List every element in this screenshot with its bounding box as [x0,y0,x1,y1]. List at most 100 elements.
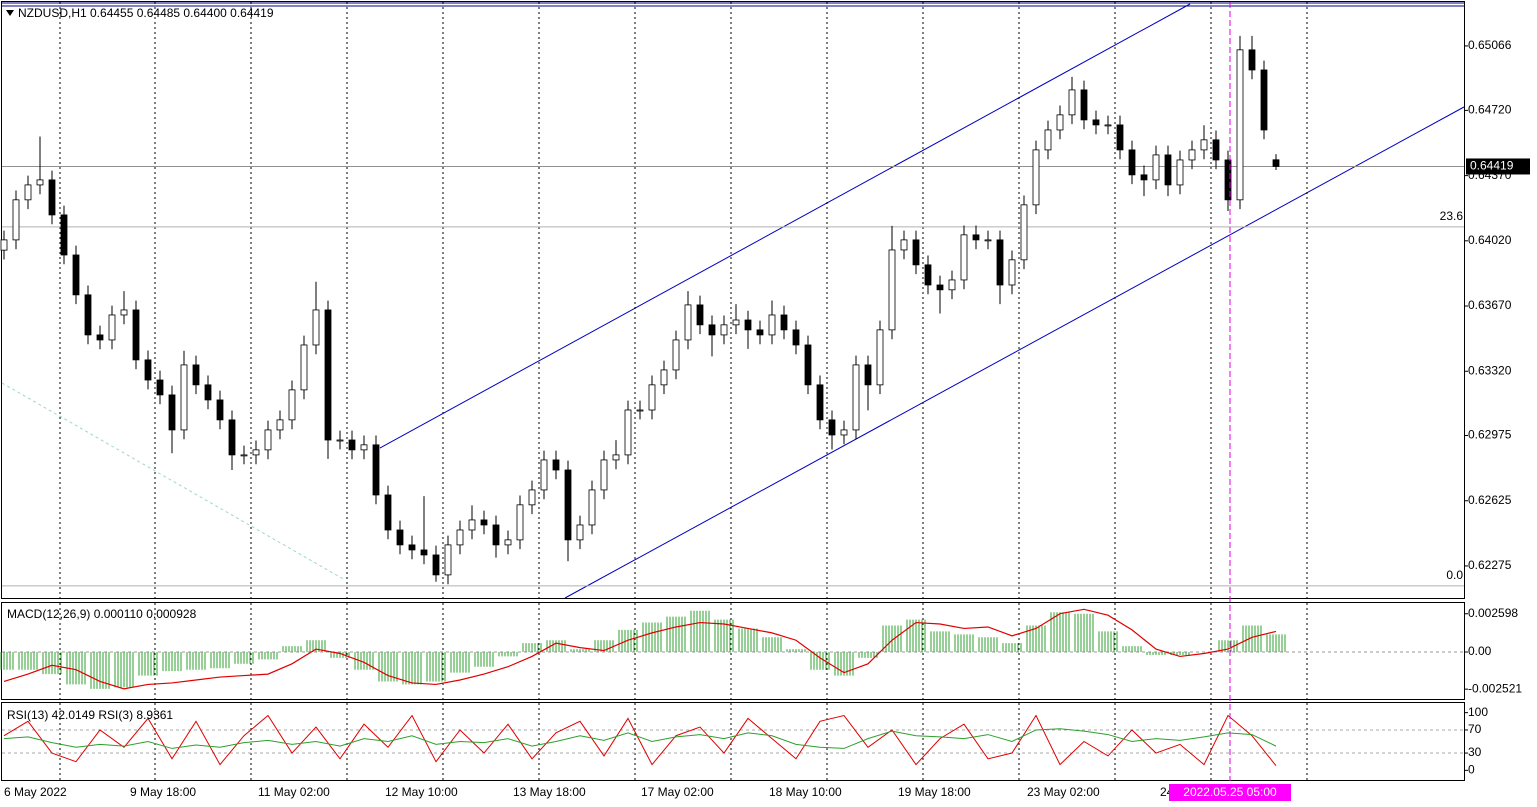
signal-line [3,608,1277,690]
candle-body [240,454,248,457]
candle-body [852,364,860,431]
candle-body [828,419,836,436]
candle-body [984,239,992,242]
y-tick-label: 0.63320 [1468,363,1512,377]
candle-body [816,384,824,421]
candle-body [504,539,512,546]
candle-body [912,239,920,266]
candle-body [672,339,680,371]
candle-body [936,284,944,291]
candle-body [756,329,764,336]
candle-body [1056,114,1064,131]
x-tick-label: 13 May 18:00 [513,785,586,799]
y-tick-label: 0.65066 [1468,38,1512,52]
candle-body [588,489,596,526]
y-tick-label: 0.00 [1468,644,1492,658]
candle-body [576,524,584,541]
x-tick-label: 11 May 02:00 [258,785,330,799]
candle-body [120,309,128,316]
candle-body [552,459,560,471]
candle-body [1008,259,1016,286]
candle-body [96,334,104,341]
candle-body [336,439,344,442]
candle-body [1236,49,1244,201]
candle-body [132,309,140,361]
rsi-line [3,714,1277,767]
candle-body [648,384,656,411]
y-tick-label: 100 [1468,705,1488,719]
candle-body [1104,124,1112,127]
candle-body [900,239,908,251]
x-tick-label: 6 May 2022 [4,785,67,799]
y-tick-label: 0 [1468,763,1475,777]
candle-body [228,419,236,456]
channel-upper [379,3,1191,449]
candle-body [84,294,92,336]
current-price-box [1466,158,1530,175]
candle-body [864,364,872,386]
candle-body [1020,204,1028,261]
candle-body [444,544,452,576]
x-tick-label: 12 May 10:00 [385,785,458,799]
candle-body [264,429,272,451]
candle-body [840,429,848,436]
candle-body [216,399,224,421]
candle-body [780,314,788,331]
candle-body [744,319,752,331]
candle-body [180,364,188,431]
candle-body [492,524,500,546]
candle-body [972,234,980,241]
y-tick-label: 0.63670 [1468,298,1512,312]
x-tick-label: 23 May 02:00 [1027,785,1100,799]
candle-body [612,454,620,461]
candle-body [1200,139,1208,151]
macd-pane [1,602,1465,700]
y-tick-label: 0.002598 [1468,606,1518,620]
y-tick-label: 0.62275 [1468,558,1512,572]
candle-body [1128,149,1136,176]
candle-body [1188,149,1196,161]
x-tick-label: 19 May 18:00 [898,785,971,799]
candle-body [600,459,608,491]
candle-body [540,459,548,491]
price-pane [1,1,1465,599]
fibo-label: 23.6 [1440,209,1464,223]
candle-body [1248,49,1256,71]
candle-body [1116,124,1124,151]
candle-body [372,444,380,496]
y-tick-label: 0.62625 [1468,493,1512,507]
candle-body [1176,159,1184,186]
candle-body [12,199,20,241]
candle-body [456,529,464,546]
candle-body [720,324,728,336]
candle-body [1068,89,1076,116]
candle-body [1092,119,1100,126]
candle-body [384,494,392,531]
candle-body [192,364,200,386]
candle-body [660,369,668,386]
candle-body [1152,154,1160,181]
candle-body [804,344,812,386]
candle-body [324,309,332,441]
y-tick-label: 30 [1468,745,1482,759]
candle-body [48,179,56,216]
candle-body [624,409,632,456]
menu-triangle [6,10,14,16]
candle-body [168,394,176,431]
candle-body [24,184,32,201]
candle-body [60,214,68,256]
x-tick-label: 9 May 18:00 [130,785,196,799]
channel-lower [564,106,1465,599]
x-tick-label: 18 May 10:00 [769,785,842,799]
candle-body [1140,174,1148,181]
candle-body [1272,159,1280,167]
rsi-pane [1,702,1465,781]
rsi-line [3,728,1277,749]
candle-body [732,319,740,326]
candle-body [36,179,44,186]
x-tick-label: 17 May 02:00 [641,785,714,799]
candle-body [204,384,212,401]
candle-body [408,544,416,551]
candle-body [516,504,524,541]
